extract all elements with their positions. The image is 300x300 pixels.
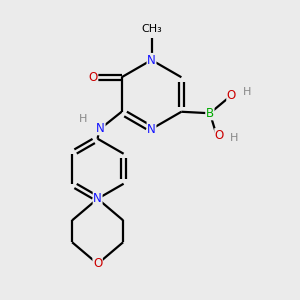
Text: N: N	[147, 53, 156, 67]
Text: N: N	[93, 192, 102, 205]
Text: O: O	[93, 257, 102, 270]
Text: N: N	[147, 122, 156, 136]
Text: O: O	[215, 129, 224, 142]
Text: N: N	[96, 122, 105, 135]
Text: H: H	[243, 87, 252, 97]
Text: CH₃: CH₃	[141, 25, 162, 34]
Text: H: H	[79, 114, 88, 124]
Text: O: O	[227, 89, 236, 102]
Text: O: O	[88, 71, 98, 84]
Text: H: H	[230, 133, 239, 143]
Text: B: B	[206, 107, 214, 120]
